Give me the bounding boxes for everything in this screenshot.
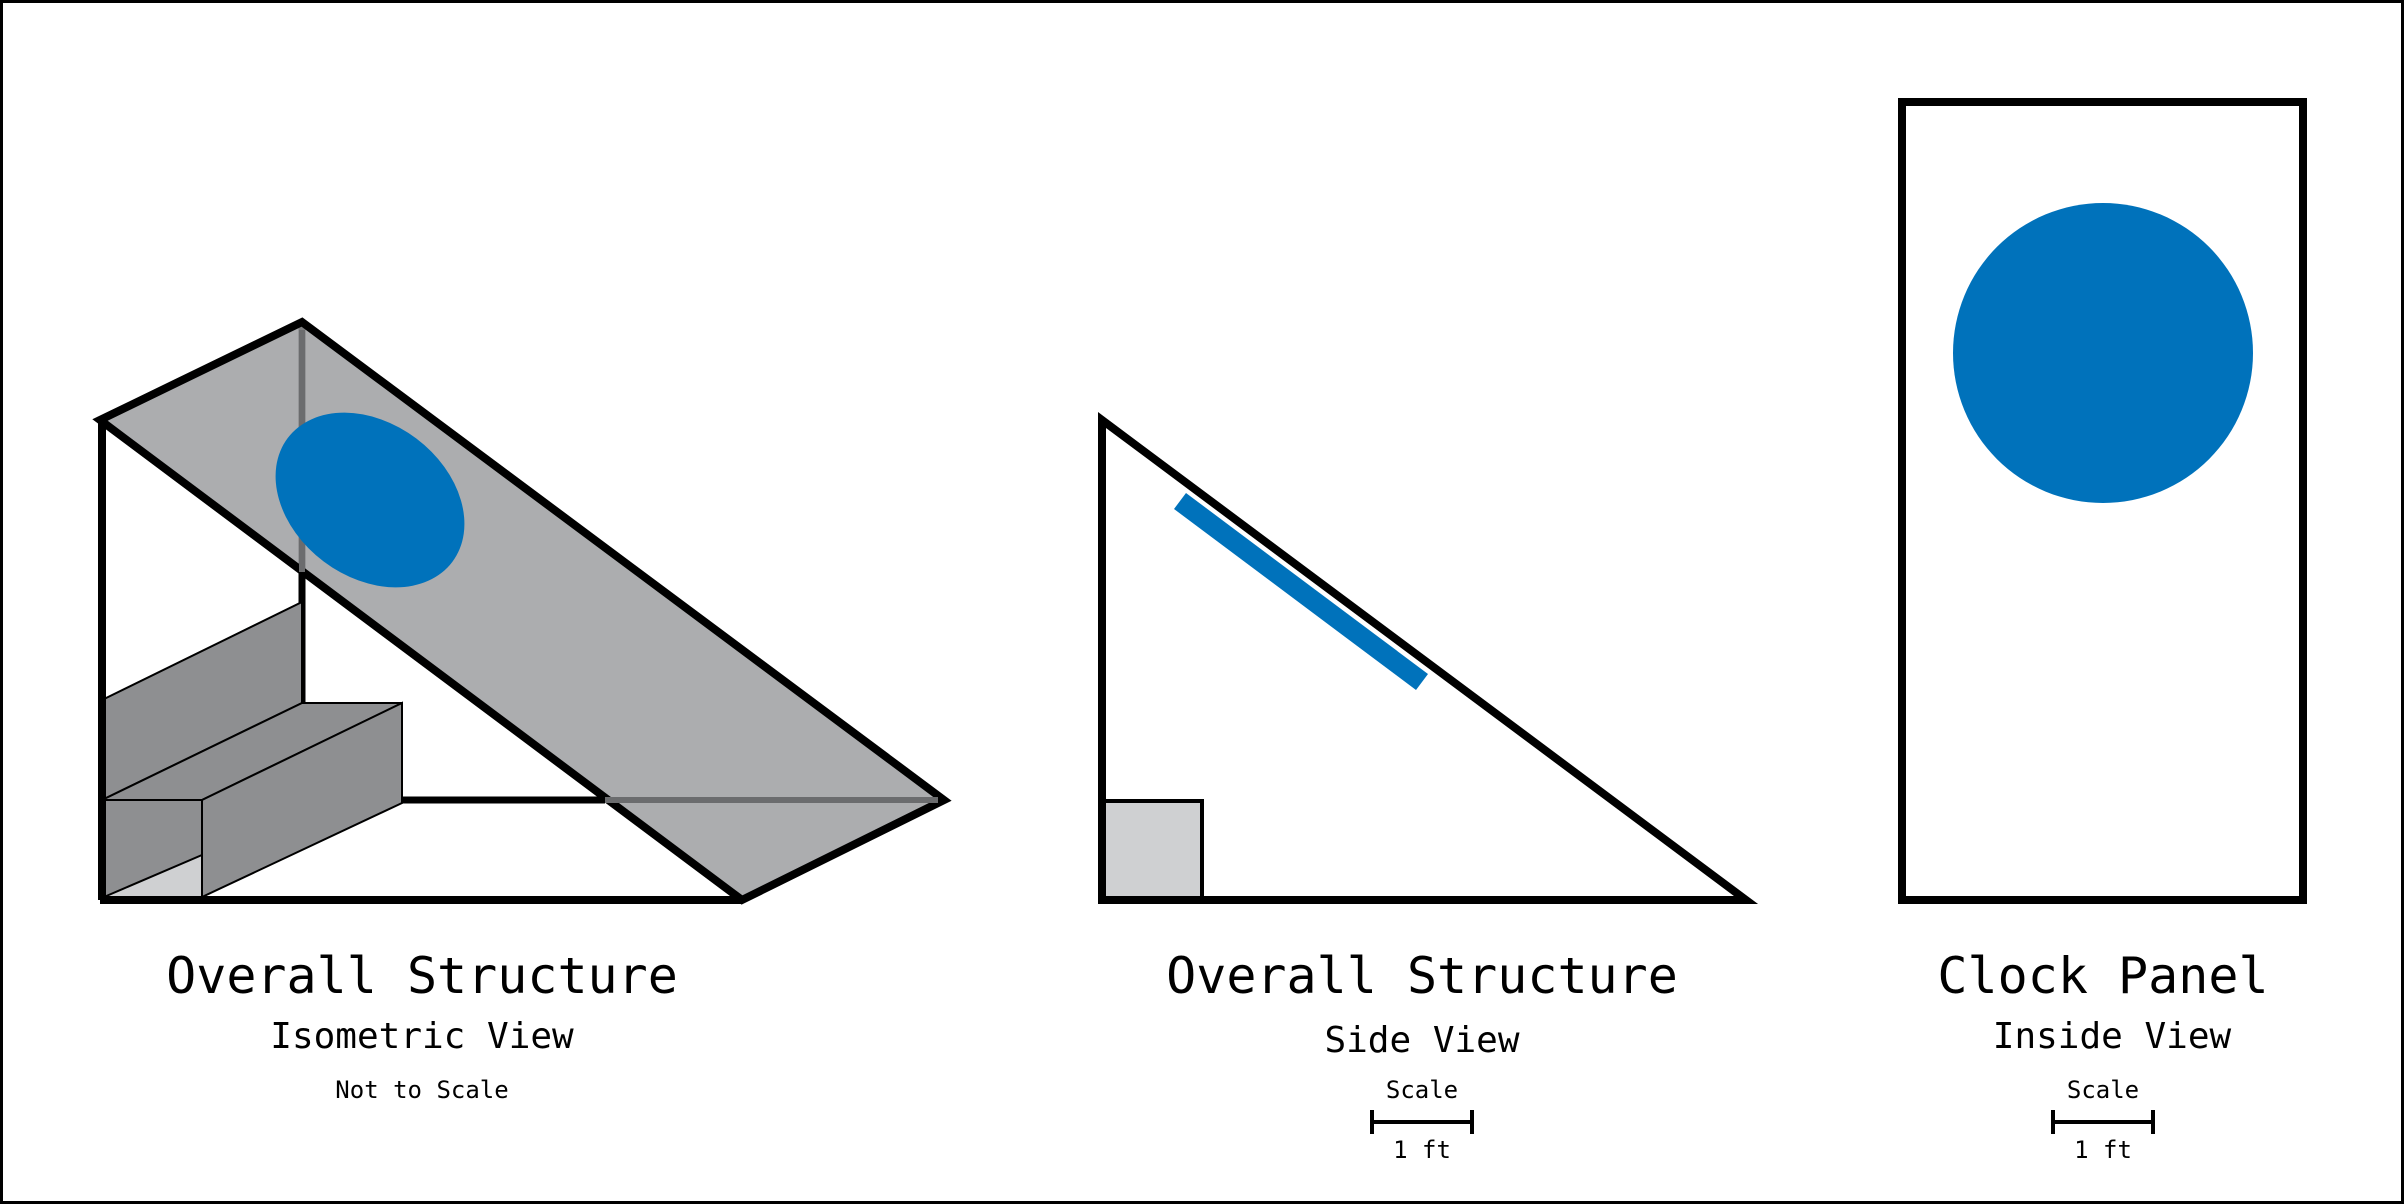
- clock-face-ellipse: [275, 412, 465, 588]
- side-scale-value: 1 ft: [1393, 1136, 1451, 1164]
- isometric-view: Overall Structure Isometric View Not to …: [92, 317, 952, 1104]
- side-view: Overall Structure Side View Scale 1 ft: [1098, 412, 1759, 1164]
- side-scale-label: Scale: [1386, 1076, 1458, 1104]
- panel-scale-bar: [2051, 1110, 2155, 1134]
- iso-title: Overall Structure: [166, 947, 678, 1005]
- panel-view: Clock Panel Inside View Scale 1 ft: [1898, 98, 2307, 1164]
- clock-face-circle: [1953, 203, 2253, 503]
- panel-subtitle: Inside View: [1993, 1016, 2232, 1057]
- side-scale-bar: [1370, 1110, 1474, 1134]
- panel-scale-value: 1 ft: [2074, 1136, 2132, 1164]
- side-clock-panel: [1174, 492, 1428, 691]
- panel-scale-label: Scale: [2067, 1076, 2139, 1104]
- iso-subtitle: Isometric View: [270, 1016, 574, 1057]
- side-shelf-block: [1102, 799, 1204, 900]
- panel-title: Clock Panel: [1937, 947, 2268, 1005]
- iso-note: Not to Scale: [335, 1076, 508, 1104]
- side-subtitle: Side View: [1324, 1020, 1519, 1061]
- side-triangle: [1098, 412, 1759, 904]
- side-title: Overall Structure: [1166, 947, 1678, 1005]
